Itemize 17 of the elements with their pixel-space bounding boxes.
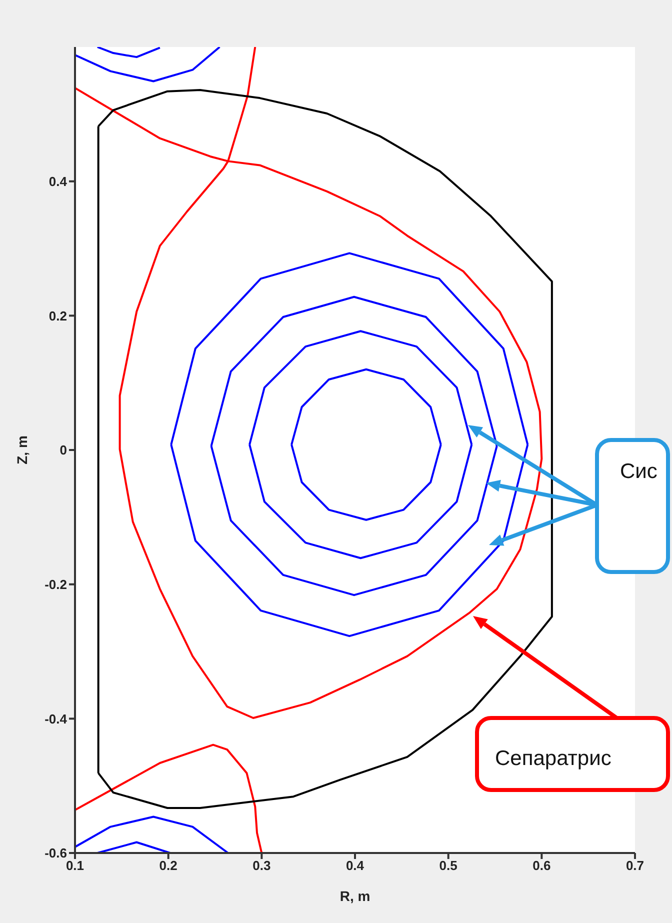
y-tick-label: -0.2 — [44, 576, 67, 592]
y-tick-label: -0.6 — [44, 846, 67, 861]
x-tick-label: 0.1 — [66, 858, 84, 874]
x-tick-label: 0.3 — [252, 858, 271, 874]
annotation: Сепаратрис — [495, 747, 612, 770]
y-tick-label: 0 — [60, 442, 67, 458]
x-tick-label: 0.2 — [159, 858, 178, 874]
x-tick-label: 0.5 — [439, 858, 458, 874]
y-axis-title: Z, m — [14, 436, 30, 464]
x-tick-label: 0.7 — [626, 858, 644, 874]
x-axis-title: R, m — [340, 888, 370, 904]
y-tick-label: 0.2 — [48, 308, 67, 324]
y-tick-label: 0.4 — [48, 174, 68, 189]
y-tick-label: -0.4 — [44, 711, 68, 726]
x-tick-label: 0.6 — [532, 858, 551, 874]
x-tick-label: 0.4 — [346, 858, 365, 874]
annotation: Сис — [620, 460, 658, 483]
